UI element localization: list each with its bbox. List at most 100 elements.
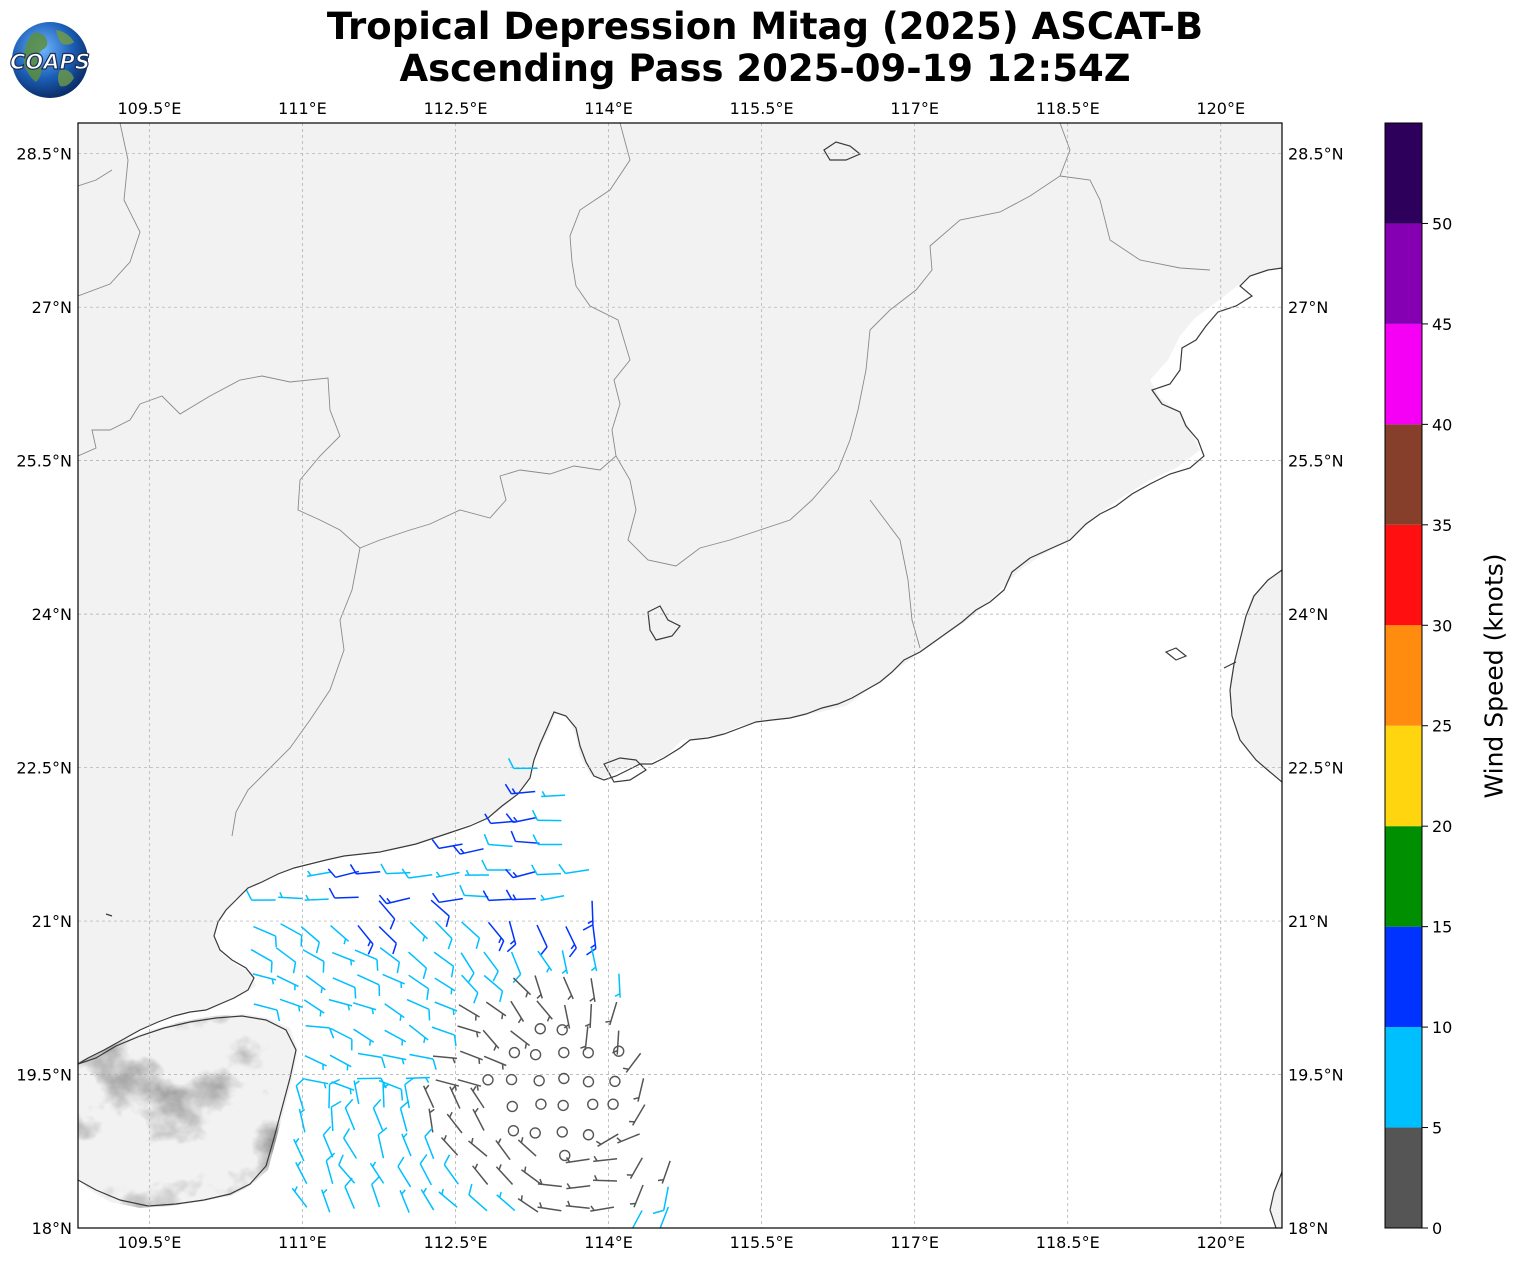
wind-barb	[616, 1133, 640, 1144]
wind-barb	[253, 925, 277, 948]
wind-barb	[657, 1160, 671, 1184]
map-background	[78, 123, 1282, 1228]
wind-barb	[483, 951, 499, 982]
wind-barb-calm	[609, 1075, 621, 1088]
wind-barb	[379, 947, 401, 974]
wind-barb	[408, 974, 430, 1000]
lat-tick-label: 24°N	[1288, 605, 1328, 624]
wind-barb	[517, 1137, 537, 1157]
colorbar-bin-35-40	[1385, 424, 1422, 525]
colorbar-tick-label: 35	[1432, 516, 1452, 535]
lon-tick-label: 111°E	[278, 99, 327, 118]
wind-barb	[633, 1078, 645, 1102]
lon-tick-label: 117°E	[890, 99, 939, 118]
wind-barb	[532, 834, 563, 846]
wind-barb	[510, 951, 522, 984]
wind-barb-calm	[556, 1024, 568, 1036]
lon-tick-label: 109.5°E	[117, 99, 181, 118]
wind-barb	[382, 1054, 407, 1065]
map-title: Tropical Depression Mitag (2025) ASCAT-B…	[0, 6, 1522, 90]
wind-barb	[505, 889, 536, 901]
wind-barb-calm	[558, 1046, 570, 1059]
colorbar-bin-15-20	[1385, 826, 1422, 927]
wind-barb	[438, 1188, 458, 1208]
wind-barb	[303, 999, 325, 1017]
coastline	[78, 141, 1282, 1228]
wind-barb	[431, 892, 463, 904]
wind-barb	[540, 894, 565, 902]
wind-barb	[595, 1133, 619, 1147]
colorbar-title: Wind Speed (knots)	[1479, 553, 1509, 799]
wind-barb	[430, 899, 450, 928]
wind-barb	[378, 926, 398, 955]
wind-barb	[531, 864, 562, 876]
wind-barb	[563, 1004, 571, 1029]
wind-barb	[331, 1081, 355, 1095]
wind-barb	[329, 1054, 352, 1071]
wind-barb	[434, 977, 456, 995]
wind-barb	[409, 1053, 437, 1070]
wind-barb	[357, 1052, 386, 1069]
wind-barb	[461, 974, 479, 1004]
wind-barb	[464, 869, 489, 876]
wind-barb-calm	[613, 1045, 625, 1057]
wind-barb	[457, 1078, 482, 1091]
wind-barb	[443, 1154, 459, 1185]
wind-barb	[433, 951, 455, 978]
lat-ticks-left: 28.5°N 27°N 25.5°N 24°N 22.5°N 21°N 19.5°N 18°N	[16, 145, 72, 1238]
wind-barb	[405, 1076, 430, 1083]
wind-barb	[371, 1175, 381, 1208]
colorbar-tick-label: 5	[1432, 1119, 1442, 1138]
wind-barb	[276, 975, 299, 991]
wind-barb	[306, 870, 331, 878]
lon-tick-label: 120°E	[1196, 99, 1245, 118]
wind-barb	[459, 884, 489, 898]
wind-barb	[468, 1183, 488, 1212]
wind-barb	[460, 952, 475, 984]
wind-barb	[470, 1085, 485, 1109]
wind-barb	[658, 1206, 670, 1228]
wind-barb	[459, 1050, 483, 1065]
wind-barb	[468, 1137, 488, 1157]
wind-barb	[330, 924, 350, 945]
wind-barb	[452, 844, 484, 855]
wind-barb	[504, 783, 536, 795]
lat-tick-label: 22.5°N	[1288, 759, 1344, 778]
colorbar-tick-label: 30	[1432, 616, 1452, 635]
wind-barb	[422, 1084, 435, 1108]
wind-barb	[582, 900, 594, 931]
wind-barb	[399, 1189, 410, 1213]
wind-barb	[406, 998, 431, 1021]
wind-barb	[517, 1195, 539, 1213]
wind-barb	[565, 1200, 590, 1209]
wind-barb	[330, 1100, 342, 1131]
wind-barb	[369, 1161, 385, 1184]
wind-barb	[295, 1077, 305, 1109]
lon-tick-label: 115.5°E	[730, 99, 794, 118]
wind-barb	[590, 947, 598, 972]
wind-barb	[472, 1163, 489, 1185]
lon-tick-label: 118.5°E	[1036, 99, 1100, 118]
title-line-1: Tropical Depression Mitag (2025) ASCAT-B	[326, 5, 1204, 48]
wind-barb	[586, 924, 597, 956]
wind-barb	[584, 1003, 593, 1029]
wind-barb	[536, 924, 548, 957]
wind-barb	[322, 1126, 334, 1158]
wind-barb	[278, 892, 303, 900]
wind-barb	[622, 1052, 642, 1073]
colorbar-tick-label: 0	[1432, 1219, 1442, 1238]
wind-barb	[409, 921, 429, 942]
title-line-2: Ascending Pass 2025-09-19 12:54Z	[399, 47, 1131, 90]
wind-barb	[343, 1128, 358, 1159]
lon-ticks-bottom: 109.5°E 111°E 112.5°E 114°E 115.5°E 117°E 118.…	[117, 1233, 1245, 1252]
wind-barb	[384, 1003, 405, 1021]
colorbar-tick-label: 20	[1432, 817, 1452, 836]
colorbar-bin-0-5	[1385, 1127, 1422, 1228]
lon-tick-label: 114°E	[584, 99, 633, 118]
province-borders	[78, 123, 1211, 837]
wind-barb	[404, 1077, 415, 1109]
wind-barb	[382, 973, 406, 989]
lon-tick-label: 115.5°E	[730, 1233, 794, 1252]
wind-barb	[630, 1210, 643, 1228]
